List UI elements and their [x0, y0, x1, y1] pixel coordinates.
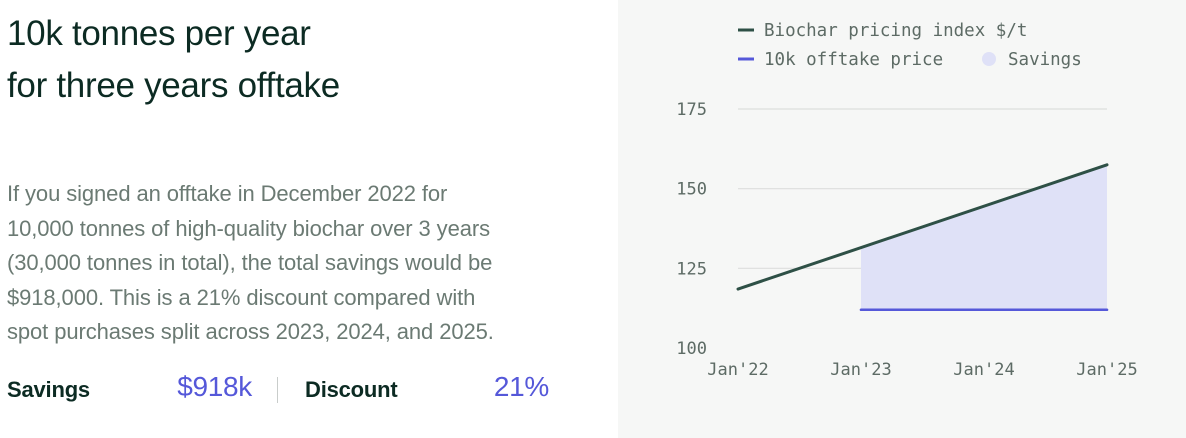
price-chart: 100 125 150 175 Jan'22 Jan'23 Jan'24 Jan'25 Bioc… [676, 21, 1137, 380]
x-tick-label: Jan'25 [1076, 360, 1137, 380]
title-line-2: for three years offtake [7, 66, 340, 105]
y-tick-label: 125 [676, 259, 707, 279]
savings-label: Savings [7, 377, 90, 402]
savings-value: $918k [177, 371, 252, 402]
index-price-line [736, 163, 1109, 291]
discount-label: Discount [305, 377, 398, 402]
description-line: spot purchases split across 2023, 2024, … [7, 319, 494, 345]
x-tick-label: Jan'22 [707, 360, 768, 380]
description-line: If you signed an offtake in December 202… [7, 181, 448, 206]
legend-label: Biochar pricing index $/t [764, 21, 1027, 41]
y-tick-label: 175 [676, 100, 707, 120]
description-paragraph: If you signed an offtake in December 202… [7, 177, 567, 350]
legend-dot [982, 52, 996, 66]
discount-value: 21% [493, 371, 549, 402]
page-title: 10k tonnes per year for three years offt… [7, 8, 527, 112]
x-tick-label: Jan'24 [953, 360, 1014, 380]
metrics-divider [277, 377, 278, 403]
description-line: (30,000 tonnes in total), the total savi… [7, 250, 493, 276]
metrics-row: Savings $918k Discount 21% [7, 368, 549, 408]
description-line: 10,000 tonnes of high-quality biochar ov… [7, 215, 490, 241]
y-tick-label: 150 [676, 180, 707, 200]
chart-panel: 100 125 150 175 Jan'22 Jan'23 Jan'24 Jan'25 Bioc… [618, 0, 1186, 438]
x-tick-label: Jan'23 [830, 360, 891, 380]
legend-label: Savings [1008, 50, 1082, 70]
savings-area [861, 164, 1107, 310]
legend-label: 10k offtake price [764, 50, 943, 70]
description-line: $918,000. This is a 21% discount compare… [7, 284, 476, 310]
title-line-1: 10k tonnes per year [7, 14, 311, 53]
summary-panel: 10k tonnes per year for three years offt… [0, 0, 590, 438]
y-tick-label: 100 [676, 339, 707, 359]
